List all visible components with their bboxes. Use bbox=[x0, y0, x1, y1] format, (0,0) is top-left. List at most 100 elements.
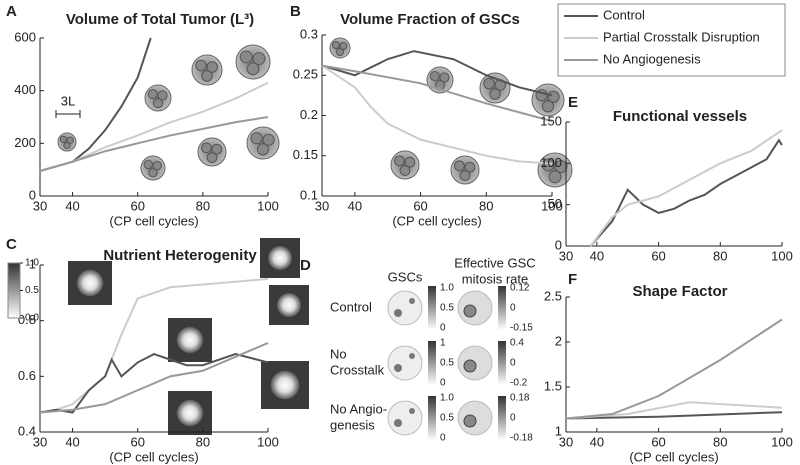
tumor-lobe bbox=[399, 165, 411, 177]
colorbar bbox=[428, 396, 436, 440]
y-tick-label: 0.3 bbox=[300, 26, 318, 41]
panel-label: E bbox=[568, 94, 578, 111]
tumor-lobe bbox=[547, 90, 560, 103]
tumor-lobe bbox=[541, 158, 555, 172]
panel-label: C bbox=[6, 236, 17, 253]
x-tick-label: 60 bbox=[651, 248, 665, 263]
y-tick-label: 1.5 bbox=[544, 378, 562, 393]
colorbar-tick-label: 0 bbox=[440, 433, 446, 444]
column-header: GSCs bbox=[388, 269, 423, 284]
x-tick-label: 40 bbox=[348, 198, 362, 213]
colorbar-tick-label: -0.15 bbox=[510, 323, 533, 334]
gsc-spot bbox=[409, 298, 415, 304]
tumor-lobe bbox=[541, 100, 555, 113]
tumor-lobe bbox=[339, 42, 348, 50]
y-tick-label: 50 bbox=[548, 196, 562, 211]
gsc-map bbox=[387, 290, 423, 326]
row-label: Control bbox=[330, 299, 372, 314]
chart-title: Volume Fraction of GSCs bbox=[340, 11, 520, 28]
y-tick-label: 200 bbox=[14, 135, 36, 150]
y-tick-label: 100 bbox=[540, 155, 562, 170]
x-tick-label: 80 bbox=[479, 198, 493, 213]
colorbar-tick-label: 0 bbox=[440, 323, 446, 334]
y-tick-label: 0.25 bbox=[293, 67, 318, 82]
tumor-lobe bbox=[195, 59, 207, 72]
x-tick-label: 80 bbox=[713, 434, 727, 449]
row-label: Crosstalk bbox=[330, 362, 385, 377]
tumor-lobe bbox=[63, 141, 71, 150]
y-tick-label: 0.1 bbox=[300, 187, 318, 202]
tumor-lobe bbox=[429, 71, 440, 82]
y-tick-label: 0.8 bbox=[18, 312, 36, 327]
tumor-lobe bbox=[336, 48, 344, 56]
tumor-lobe bbox=[239, 50, 253, 64]
colorbar-tick-label: 0.18 bbox=[510, 393, 530, 404]
x-tick-label: 60 bbox=[413, 198, 427, 213]
rate-spot bbox=[463, 414, 477, 428]
x-axis-label: (CP cell cycles) bbox=[392, 213, 481, 228]
panel-label: F bbox=[568, 271, 577, 288]
colorbar-tick-label: 1 bbox=[440, 338, 446, 349]
colorbar bbox=[498, 286, 506, 330]
column-header: mitosis rate bbox=[462, 271, 528, 286]
x-tick-label: 40 bbox=[65, 434, 79, 449]
scale-bar bbox=[55, 110, 81, 118]
colorbar-tick-label: 0.4 bbox=[510, 338, 524, 349]
tumor-lobe bbox=[332, 41, 340, 49]
series-line bbox=[39, 277, 269, 414]
tumor-lobe bbox=[148, 168, 158, 178]
y-tick-label: 1 bbox=[29, 256, 36, 271]
y-tick-label: 1 bbox=[555, 423, 562, 438]
tumor-lobe bbox=[201, 70, 213, 82]
tumor-lobe bbox=[464, 161, 476, 173]
legend-label: Partial Crosstalk Disruption bbox=[603, 29, 760, 44]
colorbar-tick-label: 0.0 bbox=[25, 313, 39, 324]
tumor-lobe bbox=[147, 89, 158, 100]
colorbar-tick-label: 0.5 bbox=[440, 413, 454, 424]
colorbar bbox=[498, 341, 506, 385]
y-tick-label: 0.15 bbox=[293, 147, 318, 162]
gsc-spot bbox=[394, 364, 402, 372]
x-tick-label: 60 bbox=[130, 434, 144, 449]
tumor-lobe bbox=[459, 170, 471, 182]
x-tick-label: 80 bbox=[713, 248, 727, 263]
tumor-lobe bbox=[59, 135, 68, 143]
nutrient-spot bbox=[76, 269, 104, 297]
series-line bbox=[565, 411, 783, 420]
chart-title: Functional vessels bbox=[613, 108, 747, 125]
tumor-lobe bbox=[554, 160, 568, 174]
y-tick-label: 2.5 bbox=[544, 288, 562, 303]
x-tick-label: 60 bbox=[130, 198, 144, 213]
tumor-lobe bbox=[152, 98, 164, 109]
colorbar bbox=[428, 286, 436, 330]
colorbar-tick-label: 0 bbox=[440, 378, 446, 389]
legend-label: Control bbox=[603, 7, 645, 22]
gsc-spot bbox=[394, 419, 402, 427]
tumor-lobe bbox=[206, 152, 218, 164]
y-tick-label: 0.4 bbox=[18, 423, 36, 438]
x-tick-label: 60 bbox=[651, 434, 665, 449]
chart-title: Volume of Total Tumor (L³) bbox=[66, 11, 254, 28]
tumor-lobe bbox=[246, 62, 260, 76]
panel-label: D bbox=[300, 257, 311, 274]
x-tick-label: 80 bbox=[196, 198, 210, 213]
x-tick-label: 40 bbox=[65, 198, 79, 213]
rate-spot bbox=[463, 359, 477, 373]
tumor-lobe bbox=[262, 133, 275, 146]
colorbar-tick-label: 1.0 bbox=[440, 283, 454, 294]
tumor-lobe bbox=[256, 143, 270, 156]
gsc-spot bbox=[394, 309, 402, 317]
nutrient-spot bbox=[268, 246, 292, 270]
colorbar-tick-label: 0 bbox=[510, 413, 516, 424]
series-line bbox=[589, 129, 783, 247]
column-header: Effective GSC bbox=[454, 255, 535, 270]
gsc-map bbox=[387, 345, 423, 381]
colorbar-tick-label: -0.18 bbox=[510, 433, 533, 444]
colorbar-tick-label: 1.0 bbox=[440, 393, 454, 404]
chart-title: Shape Factor bbox=[632, 283, 727, 300]
colorbar-tick-label: 0 bbox=[510, 303, 516, 314]
colorbar bbox=[428, 341, 436, 385]
series-line bbox=[39, 342, 269, 414]
colorbar-tick-label: 1.0 bbox=[25, 258, 39, 269]
tumor-lobe bbox=[454, 160, 465, 172]
